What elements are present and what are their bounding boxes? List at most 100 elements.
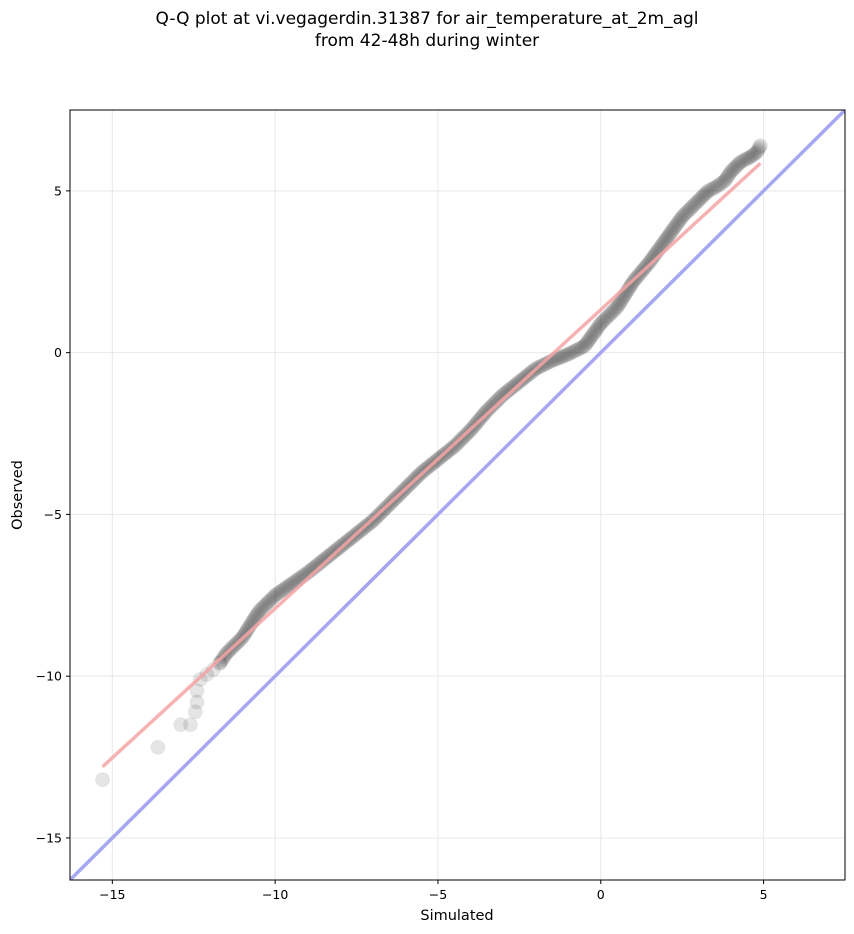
quantile-point <box>480 402 495 417</box>
quantile-point <box>537 357 552 372</box>
quantile-point <box>722 166 737 181</box>
quantile-point <box>592 317 607 332</box>
quantile-point <box>187 704 203 720</box>
plot-frame <box>69 109 846 881</box>
quantile-point <box>686 198 701 213</box>
quantile-point <box>477 406 492 421</box>
quantile-point <box>280 579 295 594</box>
quantile-point <box>752 139 767 154</box>
quantile-point <box>558 348 573 363</box>
x-tick-label: −10 <box>262 887 288 902</box>
quantile-point <box>584 328 599 343</box>
quantile-point <box>713 176 728 191</box>
quantile-point <box>561 347 576 362</box>
quantile-point <box>624 278 639 292</box>
quantile-point <box>667 219 682 234</box>
quantile-point <box>697 187 712 202</box>
quantile-point <box>607 303 622 318</box>
quantile-point <box>693 191 708 206</box>
quantile-point <box>726 161 741 176</box>
quantile-point <box>319 550 334 565</box>
quantile-point <box>592 318 607 333</box>
quantile-point <box>264 592 279 607</box>
quantile-point <box>322 548 337 563</box>
quantile-point <box>747 146 762 161</box>
quantile-point <box>666 222 681 237</box>
quantile-point <box>277 581 292 596</box>
quantile-point <box>271 585 286 600</box>
quantile-point <box>657 234 672 249</box>
quantile-point <box>269 587 284 602</box>
y-axis-label: Observed <box>10 460 26 530</box>
quantile-point <box>613 295 628 310</box>
quantile-point <box>562 346 577 361</box>
quantile-point <box>669 217 684 232</box>
quantile-point <box>751 142 766 157</box>
quantile-point <box>553 350 568 365</box>
quantile-point <box>189 694 205 710</box>
quantile-point <box>263 593 278 608</box>
quantile-point <box>564 345 579 360</box>
quantile-point <box>248 609 263 624</box>
quantile-point <box>715 175 730 190</box>
quantile-point <box>741 150 756 165</box>
quantile-point <box>559 347 574 362</box>
quantile-point <box>671 215 686 230</box>
quantile-point <box>676 208 691 223</box>
quantile-point <box>267 589 282 604</box>
quantile-point <box>511 375 526 390</box>
quantile-point <box>724 164 739 179</box>
quantile-point <box>593 316 608 331</box>
quantile-point <box>588 323 603 338</box>
quantile-point <box>660 230 675 245</box>
quantile-point <box>486 396 501 411</box>
quantile-point <box>212 656 227 671</box>
quantile-point <box>479 403 494 418</box>
quantile-point <box>659 231 674 246</box>
quantile-point <box>506 379 521 394</box>
quantile-point <box>283 577 298 592</box>
quantile-point <box>254 601 269 616</box>
quantile-point <box>320 550 335 565</box>
quantile-point <box>199 667 215 682</box>
quantile-point <box>610 300 625 315</box>
quantile-point <box>731 156 746 171</box>
quantile-point <box>694 190 709 205</box>
quantile-point <box>737 152 752 167</box>
quantile-point <box>701 183 716 198</box>
quantile-point <box>752 138 768 153</box>
quantile-point <box>488 394 503 409</box>
quantile-point <box>478 404 493 419</box>
quantile-point <box>610 299 625 314</box>
ticks: −15 −10 −5 0 5 −15 −10 −5 0 5 <box>36 183 768 902</box>
chart-subtitle: from 42-48h during winter <box>314 31 540 51</box>
quantile-point <box>716 174 731 189</box>
y-tick-label: −10 <box>36 669 62 684</box>
quantile-point <box>326 544 341 559</box>
quantile-point <box>695 189 710 204</box>
quantile-point <box>252 603 267 618</box>
quantile-point <box>578 338 593 353</box>
quantile-point <box>746 147 761 162</box>
quantile-point <box>707 180 722 195</box>
quantile-point <box>717 174 732 189</box>
quantile-point <box>585 327 600 342</box>
quantile-point <box>489 393 504 408</box>
quantile-points <box>95 138 768 788</box>
quantile-point <box>282 578 297 593</box>
quantile-point <box>698 186 713 201</box>
quantile-point <box>321 549 336 564</box>
quantile-point <box>268 588 283 603</box>
quantile-point <box>662 227 677 242</box>
quantile-point <box>214 653 229 668</box>
quantile-point <box>667 221 682 236</box>
quantile-point <box>509 377 524 392</box>
quantile-point <box>551 351 566 366</box>
quantile-point <box>240 623 255 638</box>
quantile-point <box>750 143 765 158</box>
quantile-point <box>563 346 578 361</box>
quantile-point <box>584 330 599 345</box>
quantile-point <box>587 325 602 340</box>
quantile-point <box>736 153 751 168</box>
